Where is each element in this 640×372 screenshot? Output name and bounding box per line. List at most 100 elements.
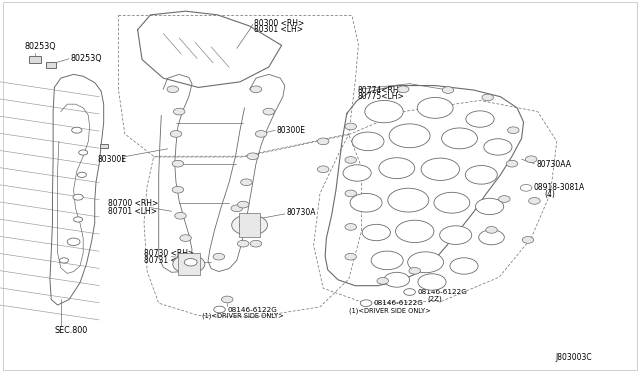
Text: B: B <box>364 301 368 306</box>
Circle shape <box>350 193 382 212</box>
Circle shape <box>476 198 504 215</box>
Text: 80731 <LH>: 80731 <LH> <box>144 256 193 265</box>
Circle shape <box>388 188 429 212</box>
Text: SEC.800: SEC.800 <box>54 326 88 335</box>
Text: (1)<DRIVER SIDE ONLY>: (1)<DRIVER SIDE ONLY> <box>349 307 431 314</box>
Circle shape <box>214 306 225 313</box>
Text: 80300 <RH>: 80300 <RH> <box>254 19 305 28</box>
Text: 80730AA: 80730AA <box>536 160 572 169</box>
Circle shape <box>434 192 470 213</box>
Circle shape <box>239 219 260 231</box>
Text: N: N <box>524 185 529 190</box>
Text: 08146-6122G: 08146-6122G <box>374 300 424 306</box>
Circle shape <box>74 217 83 222</box>
Text: B: B <box>218 307 221 312</box>
Circle shape <box>317 138 329 145</box>
Circle shape <box>180 235 191 241</box>
Bar <box>178 253 200 275</box>
Circle shape <box>345 123 356 130</box>
Circle shape <box>250 86 262 93</box>
Circle shape <box>170 131 182 137</box>
Text: 80300E: 80300E <box>276 126 305 135</box>
Circle shape <box>408 252 444 273</box>
Circle shape <box>486 227 497 233</box>
Circle shape <box>529 198 540 204</box>
Circle shape <box>173 255 205 273</box>
Circle shape <box>77 172 86 177</box>
Text: 08918-3081A: 08918-3081A <box>534 183 585 192</box>
Text: 80701 <LH>: 80701 <LH> <box>108 207 157 216</box>
Circle shape <box>377 278 388 284</box>
Circle shape <box>482 94 493 101</box>
Circle shape <box>67 238 80 246</box>
Bar <box>47 62 56 68</box>
Text: 80301 <LH>: 80301 <LH> <box>254 25 303 34</box>
Text: 80700 <RH>: 80700 <RH> <box>108 199 158 208</box>
Circle shape <box>379 158 415 179</box>
Circle shape <box>172 186 184 193</box>
Circle shape <box>237 240 249 247</box>
Circle shape <box>60 258 68 263</box>
Circle shape <box>440 226 472 244</box>
Text: (4): (4) <box>544 190 555 199</box>
Circle shape <box>247 153 259 160</box>
Bar <box>29 56 41 63</box>
Text: 80253Q: 80253Q <box>70 54 102 63</box>
Circle shape <box>360 300 372 307</box>
Circle shape <box>232 215 268 235</box>
Circle shape <box>179 259 198 270</box>
Circle shape <box>389 124 430 148</box>
Circle shape <box>520 185 532 191</box>
Circle shape <box>450 258 478 274</box>
Text: (2Z): (2Z) <box>428 295 442 302</box>
Circle shape <box>466 111 494 127</box>
Circle shape <box>396 220 434 243</box>
Circle shape <box>263 108 275 115</box>
Circle shape <box>442 87 454 93</box>
Text: B: B <box>408 289 412 295</box>
Bar <box>239 213 260 237</box>
Circle shape <box>73 194 83 200</box>
Circle shape <box>409 267 420 274</box>
Circle shape <box>418 274 446 290</box>
Circle shape <box>345 157 356 163</box>
Circle shape <box>173 108 185 115</box>
Circle shape <box>384 272 410 287</box>
Circle shape <box>221 296 233 303</box>
Text: 80774<RH>: 80774<RH> <box>357 86 405 94</box>
Circle shape <box>397 86 409 93</box>
Circle shape <box>345 190 356 197</box>
Circle shape <box>484 139 512 155</box>
Text: 08146-6122G: 08146-6122G <box>227 307 277 312</box>
Text: 80730 <RH>: 80730 <RH> <box>144 249 195 258</box>
Circle shape <box>465 166 497 184</box>
Circle shape <box>345 224 356 230</box>
Circle shape <box>175 212 186 219</box>
Circle shape <box>172 160 184 167</box>
Circle shape <box>213 253 225 260</box>
Circle shape <box>362 224 390 241</box>
Circle shape <box>72 127 82 133</box>
Circle shape <box>345 253 356 260</box>
Circle shape <box>365 100 403 123</box>
Circle shape <box>255 131 267 137</box>
Circle shape <box>250 240 262 247</box>
Circle shape <box>417 97 453 118</box>
Circle shape <box>237 201 249 208</box>
Circle shape <box>79 150 88 155</box>
Text: 80300E: 80300E <box>97 155 126 164</box>
Circle shape <box>167 86 179 93</box>
Text: (1)<DRIVER SIDE ONLY>: (1)<DRIVER SIDE ONLY> <box>202 313 284 320</box>
Circle shape <box>508 127 519 134</box>
Circle shape <box>241 179 252 186</box>
Circle shape <box>317 166 329 173</box>
Text: 80253Q: 80253Q <box>24 42 56 51</box>
Text: 80730A: 80730A <box>287 208 316 217</box>
Text: 80775<LH>: 80775<LH> <box>357 92 404 101</box>
Circle shape <box>442 128 477 149</box>
Circle shape <box>371 251 403 270</box>
Circle shape <box>231 205 243 212</box>
Circle shape <box>522 237 534 243</box>
Text: J803003C: J803003C <box>556 353 592 362</box>
Text: 08146-6122G: 08146-6122G <box>417 289 467 295</box>
